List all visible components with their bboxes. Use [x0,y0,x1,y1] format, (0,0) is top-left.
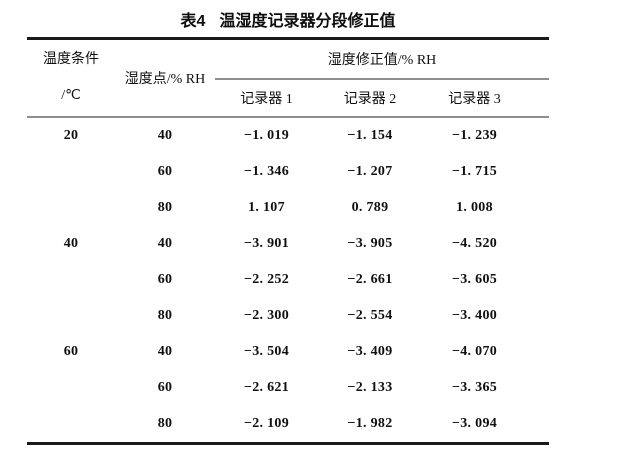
cell-recorder3-value: −3. 094 [451,416,498,431]
cell-recorder1-value: −2. 252 [243,272,290,287]
cell-rh: 60 [157,272,173,287]
header-row-2: 记录器 1 记录器 2 记录器 3 [27,79,550,118]
cell-recorder3-value: −1. 239 [451,128,498,143]
cell-recorder3-value: −3. 605 [451,272,498,287]
cell-recorder3-value: −3. 400 [451,308,498,323]
header-temperature-line1: 温度条件 [43,52,99,67]
cell-rh: 60 [157,164,173,179]
header-recorder-2: 记录器 2 [318,79,422,118]
cell-temp-20: 20 [63,128,79,143]
table-row: 60 40 −3. 504 −3. 409 −4. 070 [27,334,549,370]
cell-rh: 60 [157,380,173,395]
cell-recorder2-value: −1. 154 [347,128,393,143]
table-row: 20 40 −1. 019 −1. 154 −1. 239 [27,117,549,154]
header-humidity-point: 湿度点/% RH [115,38,215,118]
cell-recorder3-value: −4. 070 [451,344,498,359]
table-row: 80 1. 107 0. 789 1. 008 [27,190,549,226]
cell-recorder1-value: −1. 019 [243,128,290,143]
table-title: 表4 温湿度记录器分段修正值 [27,0,549,37]
table-row: 40 40 −3. 901 −3. 905 −4. 520 [27,226,549,262]
table-title-text: 温湿度记录器分段修正值 [219,13,396,30]
cell-recorder1-value: −3. 901 [243,236,290,251]
table-body: 20 40 −1. 019 −1. 154 −1. 239 60 −1. 346… [27,117,549,444]
cell-rh: 80 [157,416,173,431]
cell-recorder2-value: −2. 133 [347,380,393,395]
cell-recorder2-value: −2. 554 [347,308,393,323]
table-header: 温度条件 /℃ 湿度点/% RH 湿度修正值/% RH 记录器 1 记录器 2 … [27,38,550,118]
cell-recorder2-value: 0. 789 [351,200,389,215]
table-row: 80 −2. 300 −2. 554 −3. 400 [27,298,549,334]
cell-recorder1-value: −2. 109 [243,416,290,431]
cell-recorder1-value: −3. 504 [243,344,290,359]
cell-temp-40: 40 [63,236,79,251]
header-temperature-condition: 温度条件 /℃ [27,38,115,118]
header-recorder-1: 记录器 1 [215,79,318,118]
cell-recorder2-value: −2. 661 [347,272,393,287]
cell-recorder1-value: 1. 107 [248,200,285,215]
cell-recorder1-value: −2. 621 [243,380,290,395]
header-temperature-line2: /℃ [61,88,81,103]
header-humidity-correction-span: 湿度修正值/% RH [215,38,550,80]
cell-recorder3-value: −3. 365 [451,380,498,395]
cell-rh: 80 [157,200,173,215]
table-row: 80 −2. 109 −1. 982 −3. 094 [27,406,549,444]
cell-recorder3-value: −1. 715 [451,164,498,179]
correction-table: 温度条件 /℃ 湿度点/% RH 湿度修正值/% RH 记录器 1 记录器 2 … [27,37,550,445]
cell-rh: 80 [157,308,173,323]
cell-recorder2-value: −3. 905 [347,236,393,251]
cell-rh: 40 [157,128,173,143]
table-row: 60 −2. 621 −2. 133 −3. 365 [27,370,549,406]
cell-recorder3-value: 1. 008 [456,200,493,215]
cell-recorder3-value: −4. 520 [451,236,498,251]
cell-recorder2-value: −1. 982 [347,416,393,431]
cell-recorder1-value: −1. 346 [243,164,290,179]
cell-recorder1-value: −2. 300 [243,308,290,323]
cell-recorder2-value: −1. 207 [347,164,393,179]
table-number-label: 表4 [180,13,206,30]
cell-rh: 40 [157,236,173,251]
header-recorder-3: 记录器 3 [422,79,550,118]
cell-recorder2-value: −3. 409 [347,344,393,359]
header-row-1: 温度条件 /℃ 湿度点/% RH 湿度修正值/% RH [27,38,550,118]
cell-rh: 40 [157,344,173,359]
table-row: 60 −2. 252 −2. 661 −3. 605 [27,262,549,298]
cell-temp-60: 60 [63,344,79,359]
table-row: 60 −1. 346 −1. 207 −1. 715 [27,154,549,190]
